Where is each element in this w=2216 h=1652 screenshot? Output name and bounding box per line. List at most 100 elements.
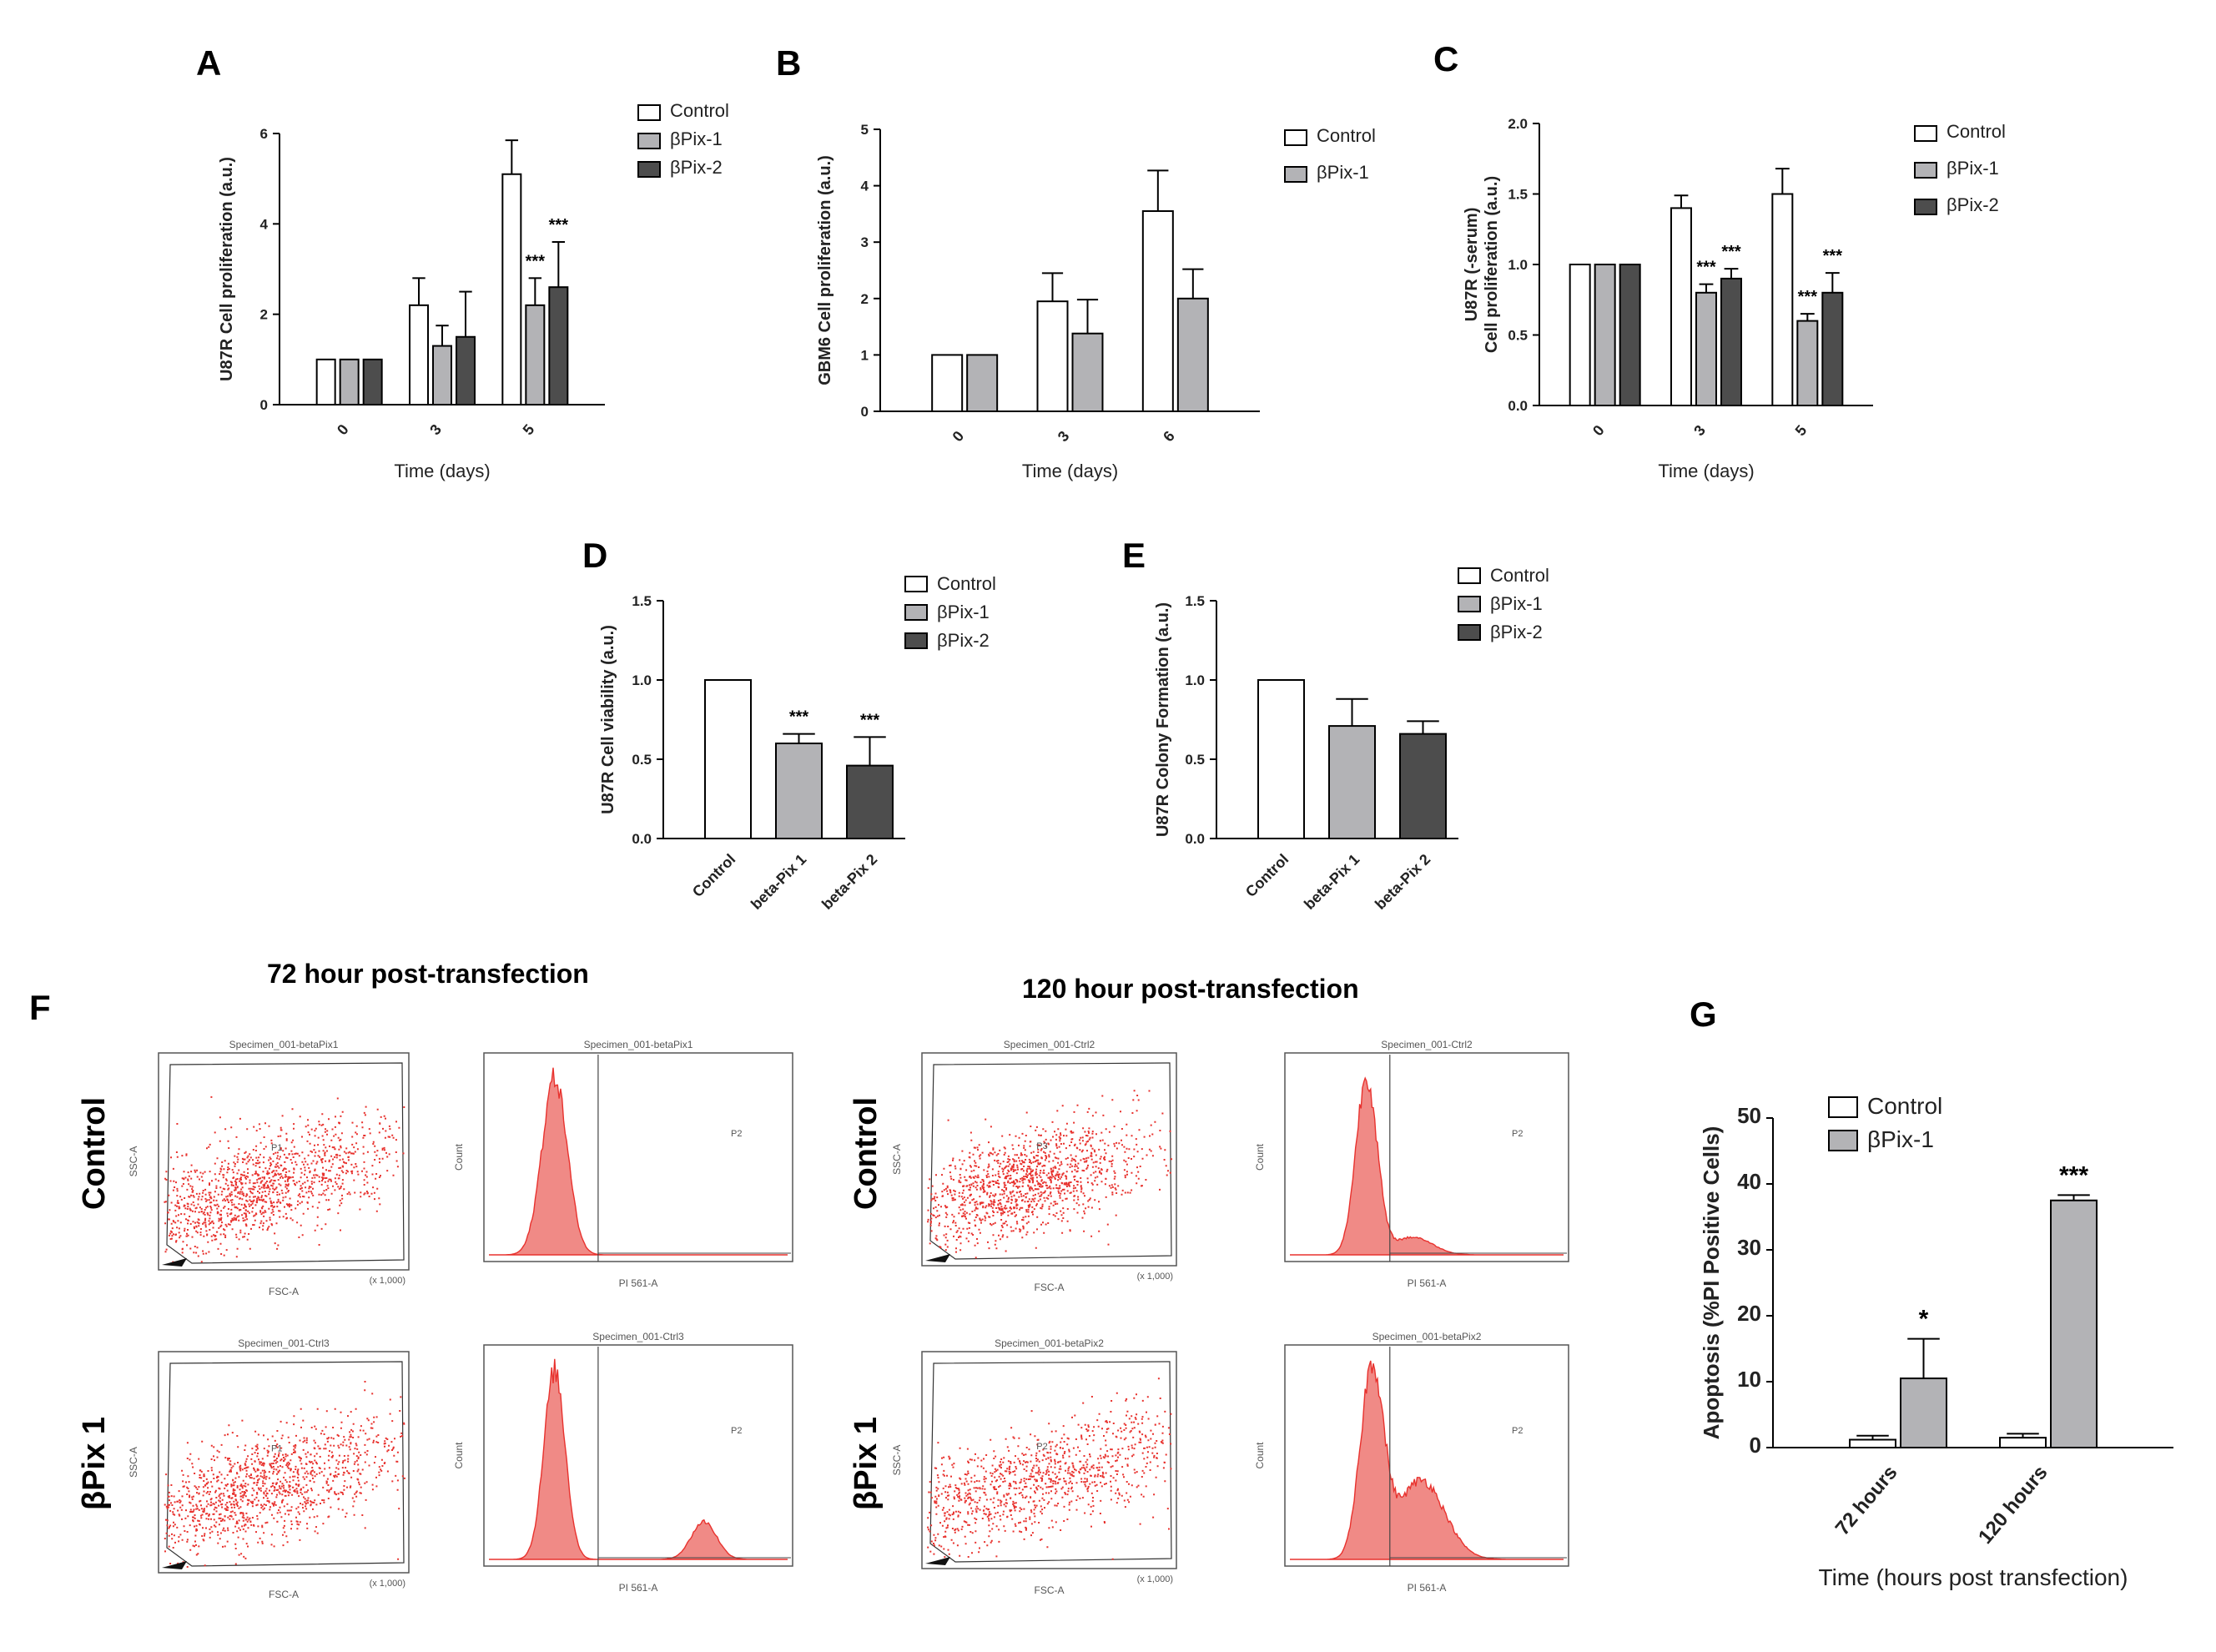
- flow-plot-scale: (x 1,000): [370, 1276, 405, 1286]
- chart-b-y-tick-label: 5: [861, 122, 869, 138]
- chart-g-y-tick-label: 40: [1737, 1169, 1761, 1194]
- flow-row-label-control-left: Control: [77, 1097, 112, 1210]
- chart-d-y-tick-label: 1.0: [632, 672, 652, 688]
- chart-a-significance: ***: [526, 252, 546, 270]
- flow-gate: [929, 1062, 1172, 1260]
- chart-d-significance: ***: [860, 711, 880, 729]
- flow-gate-label: P2: [1512, 1129, 1523, 1139]
- chart-g-significance: *: [1919, 1306, 1929, 1333]
- panel-letter-b: B: [776, 43, 801, 83]
- flow-plot-scale: (x 1,000): [1137, 1574, 1173, 1584]
- chart-g-legend-label: Control: [1867, 1093, 1942, 1119]
- chart-a-bar: [548, 286, 569, 405]
- flow-plot-6: Specimen_001-Ctrl3 PI 561-A Count P2: [453, 1331, 793, 1594]
- flow-plot-frame: [1284, 1052, 1569, 1262]
- chart-a-legend-label: Control: [670, 100, 729, 121]
- chart-a-bar: [456, 335, 476, 405]
- flow-scatter-events: [927, 1090, 1172, 1259]
- chart-e-bar: [1399, 733, 1447, 839]
- chart-d-y-tick-label: 1.5: [632, 593, 652, 609]
- chart-c: 0.0 0.5 1.0 1.5 2.0 U87R (-serum) Cell prolife…: [1463, 116, 2006, 481]
- flow-plot-5: Specimen_001-Ctrl3 FSC-A SSC-A (x 1,000) P1: [128, 1337, 410, 1600]
- chart-a-legend-swatch: [637, 161, 661, 178]
- flow-plot-scale: (x 1,000): [1137, 1272, 1173, 1282]
- chart-d-legend-label: βPix-2: [937, 630, 990, 651]
- chart-c-y-title: U87R (-serum) Cell proliferation (a.u.): [1463, 176, 1501, 353]
- chart-c-y-tick-label: 0.5: [1508, 328, 1528, 344]
- chart-d-y-tick-label: 0.5: [632, 752, 652, 768]
- panel-letter-f: F: [29, 988, 51, 1027]
- flow-plot-frame: [921, 1052, 1177, 1267]
- chart-c-y-tick-label: 1.5: [1508, 187, 1528, 203]
- flow-plot-y-label: Count: [1254, 1442, 1266, 1469]
- chart-e-y-title: U87R Colony Formation (a.u.): [1154, 602, 1172, 837]
- chart-c-bar: [1821, 291, 1844, 406]
- chart-b-bar: [1071, 332, 1104, 413]
- chart-c-legend-swatch: [1914, 162, 1937, 179]
- chart-b-y-tick-label: 4: [861, 179, 869, 194]
- flow-title-120h: 120 hour post-transfection: [1022, 974, 1359, 1004]
- flow-row-label-bpix1-left: βPix 1: [77, 1417, 112, 1510]
- flow-plot-7: Specimen_001-betaPix2 FSC-A SSC-A (x 1,000)…: [891, 1337, 1177, 1596]
- chart-d-y-title: U87R Cell viability (a.u.): [599, 625, 617, 814]
- flow-plot-title: Specimen_001-betaPix2: [995, 1337, 1104, 1349]
- chart-d-legend-label: βPix-1: [937, 602, 990, 622]
- chart-c-y-tick-label: 0.0: [1508, 398, 1528, 414]
- flow-plots: Specimen_001-betaPix1 FSC-A SSC-A (x 1,000)…: [128, 1039, 1569, 1600]
- chart-g-significance: ***: [2059, 1161, 2088, 1189]
- flow-plot-x-label: PI 561-A: [619, 1277, 658, 1289]
- panel-letter-c: C: [1433, 39, 1458, 78]
- chart-d-legend-swatch: [904, 632, 928, 649]
- chart-g-legend-swatch: [1828, 1130, 1858, 1151]
- chart-e-legend-swatch: [1458, 624, 1481, 641]
- chart-d-bar: [704, 679, 752, 839]
- chart-b-bar: [966, 354, 999, 412]
- panel-letter-a: A: [196, 43, 221, 83]
- chart-a-legend-swatch: [637, 104, 661, 121]
- chart-a-y-tick-label: 0: [260, 397, 268, 413]
- chart-g-y-tick-label: 30: [1737, 1235, 1761, 1260]
- chart-b-bar: [1036, 300, 1069, 412]
- chart-g-y-tick-label: 0: [1750, 1433, 1761, 1458]
- chart-g-x-title: Time (hours post transfection): [1819, 1564, 2128, 1590]
- chart-e-legend-label: βPix-1: [1490, 593, 1543, 614]
- chart-b-bar: [931, 354, 964, 412]
- flow-plot-scale: (x 1,000): [370, 1579, 405, 1589]
- flow-gate-label: P1: [271, 1443, 282, 1453]
- chart-c-significance: ***: [1798, 288, 1818, 306]
- flow-gate-label: P2: [731, 1129, 742, 1139]
- flow-plot-title: Specimen_001-Ctrl2: [1004, 1039, 1095, 1050]
- chart-g-y-title: Apoptosis (%PI Positive Cells): [1699, 1126, 1724, 1440]
- chart-b-legend-label: βPix-1: [1317, 162, 1369, 183]
- chart-c-bar: [1720, 277, 1742, 406]
- flow-gate-label: P1: [271, 1143, 282, 1153]
- chart-b-y-tick-label: 2: [861, 291, 869, 307]
- chart-d-significance: ***: [789, 708, 809, 727]
- panel-letter-g: G: [1690, 995, 1717, 1034]
- chart-g-legend-label: βPix-1: [1867, 1126, 1934, 1152]
- chart-e-bar: [1328, 725, 1376, 839]
- chart-d-legend-label: Control: [937, 573, 996, 594]
- chart-d-legend-swatch: [904, 576, 928, 592]
- chart-b-y-tick-label: 3: [861, 234, 869, 250]
- chart-c-significance: ***: [1696, 259, 1716, 277]
- chart-b-y-title: GBM6 Cell proliferation (a.u.): [816, 155, 834, 385]
- chart-g-y-tick-label: 20: [1737, 1301, 1761, 1326]
- flow-plot-y-label: Count: [1254, 1143, 1266, 1171]
- flow-gate-label: P2: [731, 1426, 742, 1436]
- panel-letter-e: E: [1122, 536, 1146, 575]
- flow-plot-title: Specimen_001-Ctrl3: [592, 1331, 684, 1342]
- chart-a-legend-swatch: [637, 133, 661, 149]
- flow-debris-cluster: [162, 1258, 187, 1267]
- flow-scatter-events: [164, 1381, 405, 1568]
- chart-d-bar: [846, 764, 894, 839]
- flow-gate: [929, 1361, 1172, 1563]
- chart-e-y-tick-label: 0.5: [1185, 752, 1205, 768]
- chart-e-legend-swatch: [1458, 596, 1481, 612]
- flow-title-72h: 72 hour post-transfection: [267, 959, 589, 989]
- chart-a-y-tick-label: 6: [260, 126, 268, 142]
- chart-c-bar: [1695, 291, 1717, 406]
- chart-g-y-tick-label: 50: [1737, 1103, 1761, 1128]
